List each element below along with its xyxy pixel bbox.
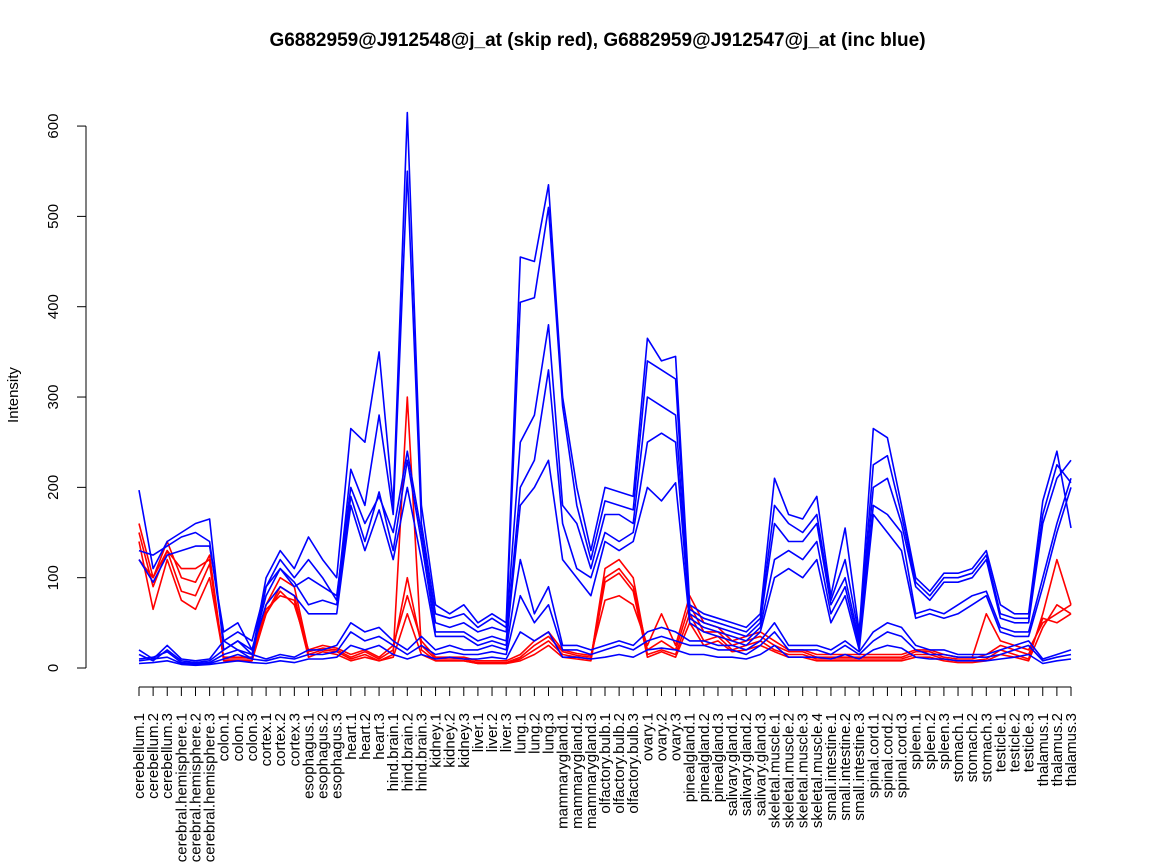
y-tick-label-500: 500 bbox=[45, 204, 62, 229]
x-tick-label-thalamus.2: thalamus.2 bbox=[1049, 713, 1066, 786]
series-line-skip-1 bbox=[138, 396, 1072, 665]
x-tick-label-cerebral.hemisphere.1: cerebral.hemisphere.1 bbox=[173, 713, 190, 862]
series-line-skip-4 bbox=[138, 549, 1072, 665]
x-tick-label-small.intestine.1: small.intestine.1 bbox=[823, 713, 840, 821]
series-line-inc-3 bbox=[138, 323, 1072, 651]
x-tick-label-cerebellum.3: cerebellum.3 bbox=[159, 713, 176, 799]
x-tick-label-lung.1: lung.1 bbox=[512, 713, 529, 754]
x-tick-label-skeletal.muscle.1: skeletal.muscle.1 bbox=[766, 713, 783, 828]
x-tick-label-small.intestine.3: small.intestine.3 bbox=[851, 713, 868, 821]
y-tick-label-300: 300 bbox=[45, 385, 62, 410]
x-tick-label-spleen.3: spleen.3 bbox=[936, 713, 953, 770]
x-tick-label-hind.brain.1: hind.brain.1 bbox=[385, 713, 402, 791]
x-tick-label-pinealgland.2: pinealgland.2 bbox=[696, 713, 713, 802]
x-tick-label-spinal.cord.3: spinal.cord.3 bbox=[894, 713, 911, 798]
x-tick-label-stomach.3: stomach.3 bbox=[978, 713, 995, 782]
x-tick-label-liver.1: liver.1 bbox=[470, 713, 487, 752]
chart-title: G6882959@J912548@j_at (skip red), G68829… bbox=[269, 30, 926, 51]
series-line-inc-7 bbox=[138, 594, 1072, 666]
x-tick-label-lung.3: lung.3 bbox=[541, 713, 558, 754]
series-line-inc-6 bbox=[138, 558, 1072, 665]
x-tick-label-cerebral.hemisphere.2: cerebral.hemisphere.2 bbox=[187, 713, 204, 862]
x-tick-label-testicle.1: testicle.1 bbox=[992, 713, 1009, 772]
x-tick-label-heart.2: heart.2 bbox=[357, 713, 374, 760]
x-tick-label-mammarygland.1: mammarygland.1 bbox=[555, 713, 572, 829]
x-tick-label-cerebral.hemisphere.3: cerebral.hemisphere.3 bbox=[202, 713, 219, 862]
x-tick-label-liver.2: liver.2 bbox=[484, 713, 501, 752]
x-tick-label-kidney.3: kidney.3 bbox=[456, 713, 473, 768]
x-tick-label-esophagus.1: esophagus.1 bbox=[300, 713, 317, 799]
x-tick-label-thalamus.3: thalamus.3 bbox=[1063, 713, 1080, 786]
x-tick-label-heart.1: heart.1 bbox=[343, 713, 360, 760]
x-tick-label-lung.2: lung.2 bbox=[526, 713, 543, 754]
y-tick-label-100: 100 bbox=[45, 565, 62, 590]
y-tick-label-0: 0 bbox=[45, 664, 62, 672]
x-tick-label-olfactory.bulb.2: olfactory.bulb.2 bbox=[611, 713, 628, 814]
x-tick-label-stomach.2: stomach.2 bbox=[964, 713, 981, 782]
x-tick-label-colon.3: colon.3 bbox=[244, 713, 261, 761]
x-tick-label-ovary.1: ovary.1 bbox=[639, 713, 656, 761]
x-tick-label-pinealgland.3: pinealgland.3 bbox=[710, 713, 727, 802]
x-axis: cerebellum.1cerebellum.2cerebellum.3cere… bbox=[131, 686, 1080, 862]
series-line-inc-4 bbox=[138, 369, 1072, 662]
x-tick-label-cortex.3: cortex.3 bbox=[286, 713, 303, 766]
x-tick-label-salivary.gland.2: salivary.gland.2 bbox=[738, 713, 755, 816]
x-tick-label-olfactory.bulb.3: olfactory.bulb.3 bbox=[625, 713, 642, 814]
series-line-inc-2 bbox=[138, 170, 1072, 660]
x-tick-label-testicle.3: testicle.3 bbox=[1021, 713, 1038, 772]
x-tick-label-spleen.2: spleen.2 bbox=[922, 713, 939, 770]
x-tick-label-salivary.gland.3: salivary.gland.3 bbox=[752, 713, 769, 816]
x-tick-label-ovary.2: ovary.2 bbox=[653, 713, 670, 761]
x-tick-label-colon.1: colon.1 bbox=[216, 713, 233, 761]
y-axis-label: Intensity bbox=[5, 367, 22, 423]
x-tick-label-mammarygland.2: mammarygland.2 bbox=[569, 713, 586, 829]
x-tick-label-skeletal.muscle.2: skeletal.muscle.2 bbox=[781, 713, 798, 828]
series-line-inc-8 bbox=[138, 631, 1072, 667]
x-tick-label-mammarygland.3: mammarygland.3 bbox=[583, 713, 600, 829]
x-tick-label-liver.3: liver.3 bbox=[498, 713, 515, 752]
x-tick-label-spinal.cord.2: spinal.cord.2 bbox=[879, 713, 896, 798]
x-tick-label-spinal.cord.1: spinal.cord.1 bbox=[865, 713, 882, 798]
x-tick-label-heart.3: heart.3 bbox=[371, 713, 388, 760]
x-tick-label-hind.brain.2: hind.brain.2 bbox=[399, 713, 416, 791]
y-tick-label-400: 400 bbox=[45, 294, 62, 319]
x-tick-label-cerebellum.1: cerebellum.1 bbox=[131, 713, 148, 799]
x-tick-label-small.intestine.2: small.intestine.2 bbox=[837, 713, 854, 821]
x-tick-label-olfactory.bulb.1: olfactory.bulb.1 bbox=[597, 713, 614, 814]
x-tick-label-pinealgland.1: pinealgland.1 bbox=[682, 713, 699, 802]
series-line-inc-1 bbox=[138, 111, 1072, 656]
x-tick-label-skeletal.muscle.4: skeletal.muscle.4 bbox=[809, 713, 826, 828]
x-tick-label-cortex.1: cortex.1 bbox=[258, 713, 275, 766]
x-tick-label-esophagus.3: esophagus.3 bbox=[329, 713, 346, 799]
series-lines bbox=[138, 111, 1072, 667]
x-tick-label-ovary.3: ovary.3 bbox=[668, 713, 685, 761]
x-tick-label-colon.2: colon.2 bbox=[230, 713, 247, 761]
x-tick-label-hind.brain.3: hind.brain.3 bbox=[413, 713, 430, 791]
x-tick-label-kidney.2: kidney.2 bbox=[442, 713, 459, 768]
x-tick-label-cortex.2: cortex.2 bbox=[272, 713, 289, 766]
x-tick-label-skeletal.muscle.3: skeletal.muscle.3 bbox=[795, 713, 812, 828]
y-axis: 0 100 200 300 400 500 600 bbox=[45, 114, 87, 672]
series-line-inc-5 bbox=[138, 459, 1072, 664]
x-tick-label-kidney.1: kidney.1 bbox=[428, 713, 445, 768]
series-line-skip-3 bbox=[138, 541, 1072, 662]
x-tick-label-esophagus.2: esophagus.2 bbox=[315, 713, 332, 799]
x-tick-label-stomach.1: stomach.1 bbox=[950, 713, 967, 782]
x-tick-label-cerebellum.2: cerebellum.2 bbox=[145, 713, 162, 799]
y-tick-label-600: 600 bbox=[45, 114, 62, 139]
x-tick-label-spleen.1: spleen.1 bbox=[908, 713, 925, 770]
x-tick-label-salivary.gland.1: salivary.gland.1 bbox=[724, 713, 741, 816]
x-tick-label-thalamus.1: thalamus.1 bbox=[1035, 713, 1052, 786]
x-tick-label-testicle.2: testicle.2 bbox=[1007, 713, 1024, 772]
y-tick-label-200: 200 bbox=[45, 475, 62, 500]
